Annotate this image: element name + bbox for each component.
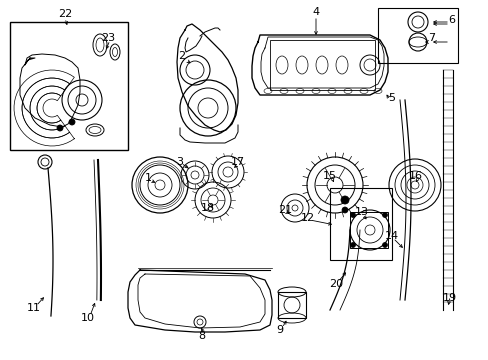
Text: 5: 5: [387, 93, 395, 103]
Text: 1: 1: [144, 173, 151, 183]
Circle shape: [382, 212, 386, 217]
Bar: [349, 212, 387, 248]
Text: 9: 9: [276, 325, 283, 335]
Text: 2: 2: [178, 51, 185, 61]
Text: 22: 22: [58, 9, 72, 19]
Text: 6: 6: [447, 15, 454, 25]
Text: 13: 13: [354, 207, 368, 217]
Circle shape: [57, 125, 63, 131]
Text: 15: 15: [323, 171, 336, 181]
Text: 7: 7: [427, 33, 435, 43]
Text: 18: 18: [201, 203, 215, 213]
Bar: [377, 8, 457, 63]
Text: 8: 8: [198, 331, 205, 341]
Text: 20: 20: [328, 279, 343, 289]
Bar: [329, 188, 391, 260]
Circle shape: [350, 212, 355, 217]
Text: 3: 3: [176, 157, 183, 167]
Circle shape: [69, 119, 75, 125]
Bar: [278, 292, 305, 318]
Text: 19: 19: [442, 293, 456, 303]
Text: 12: 12: [300, 213, 314, 223]
Text: 16: 16: [408, 171, 422, 181]
Text: 21: 21: [277, 205, 291, 215]
Circle shape: [340, 196, 348, 204]
Text: 11: 11: [27, 303, 41, 313]
Bar: [269, 40, 374, 90]
Bar: [10, 22, 128, 150]
Circle shape: [350, 243, 355, 248]
Circle shape: [341, 207, 347, 213]
Text: 17: 17: [230, 157, 244, 167]
Text: 14: 14: [384, 231, 398, 241]
Text: 10: 10: [81, 313, 95, 323]
Circle shape: [382, 243, 386, 248]
Text: 4: 4: [312, 7, 319, 17]
Text: 23: 23: [101, 33, 115, 43]
